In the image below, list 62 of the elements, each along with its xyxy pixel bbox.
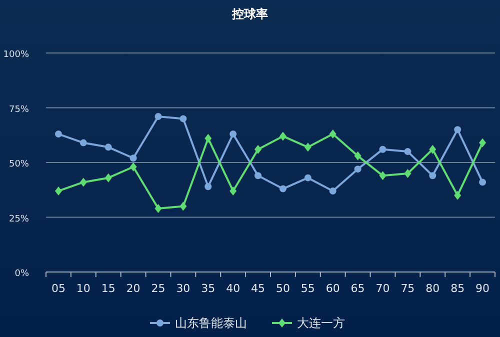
point: [80, 139, 87, 146]
point: [54, 186, 62, 196]
x-tick-label: 90: [476, 282, 490, 295]
x-tick-label: 70: [376, 282, 390, 295]
point: [154, 113, 162, 120]
x-tick-label: 10: [76, 282, 90, 295]
x-tick-label: 55: [300, 282, 315, 295]
x-tick-label: 25: [151, 282, 166, 295]
point: [454, 190, 462, 200]
point: [304, 174, 312, 182]
point: [379, 146, 386, 153]
point: [429, 172, 436, 180]
y-tick-label: 75%: [8, 104, 30, 115]
x-tick-label: 20: [126, 282, 140, 295]
x-tick-label: 05: [51, 282, 66, 295]
x-tick-label: 30: [176, 282, 190, 295]
point: [154, 204, 162, 213]
x-tick-label: 35: [201, 282, 216, 295]
point: [354, 151, 362, 160]
legend-label: 大连一方: [297, 316, 345, 330]
point: [254, 172, 262, 180]
point: [230, 186, 237, 196]
y-tick-label: 100%: [3, 50, 30, 60]
x-tick-label: 60: [326, 282, 340, 295]
y-tick-label: 0%: [14, 269, 30, 279]
point: [204, 134, 212, 143]
point: [104, 173, 112, 182]
x-tick-label: 45: [251, 282, 266, 295]
point: [279, 132, 286, 141]
y-tick-label: 25%: [8, 214, 30, 224]
x-tick-label: 50: [276, 282, 290, 295]
point: [329, 187, 336, 194]
x-tick-label: 80: [426, 282, 440, 295]
point: [454, 126, 462, 134]
point: [54, 130, 62, 138]
x-tick-label: 85: [450, 282, 465, 295]
point: [180, 202, 187, 211]
x-tick-label: 65: [350, 282, 365, 295]
point: [180, 115, 187, 122]
point: [429, 144, 436, 154]
x-tick-label: 15: [101, 282, 116, 295]
chart-title: 控球率: [231, 7, 268, 21]
x-tick-label: 75: [400, 282, 415, 295]
point: [279, 185, 286, 192]
point: [80, 178, 87, 187]
x-tick-label: 40: [226, 282, 240, 295]
point: [379, 171, 386, 180]
point: [130, 154, 137, 162]
y-tick-label: 50%: [8, 160, 30, 170]
point: [230, 130, 237, 138]
point: [104, 144, 112, 151]
point: [404, 148, 412, 156]
point: [304, 142, 312, 152]
point: [329, 130, 336, 139]
point: [130, 162, 137, 172]
legend-label: 山东鲁能泰山: [175, 316, 247, 330]
point: [354, 166, 362, 173]
point: [479, 138, 486, 148]
point: [204, 183, 212, 190]
point: [254, 144, 262, 154]
point: [479, 178, 486, 186]
point: [404, 168, 412, 178]
